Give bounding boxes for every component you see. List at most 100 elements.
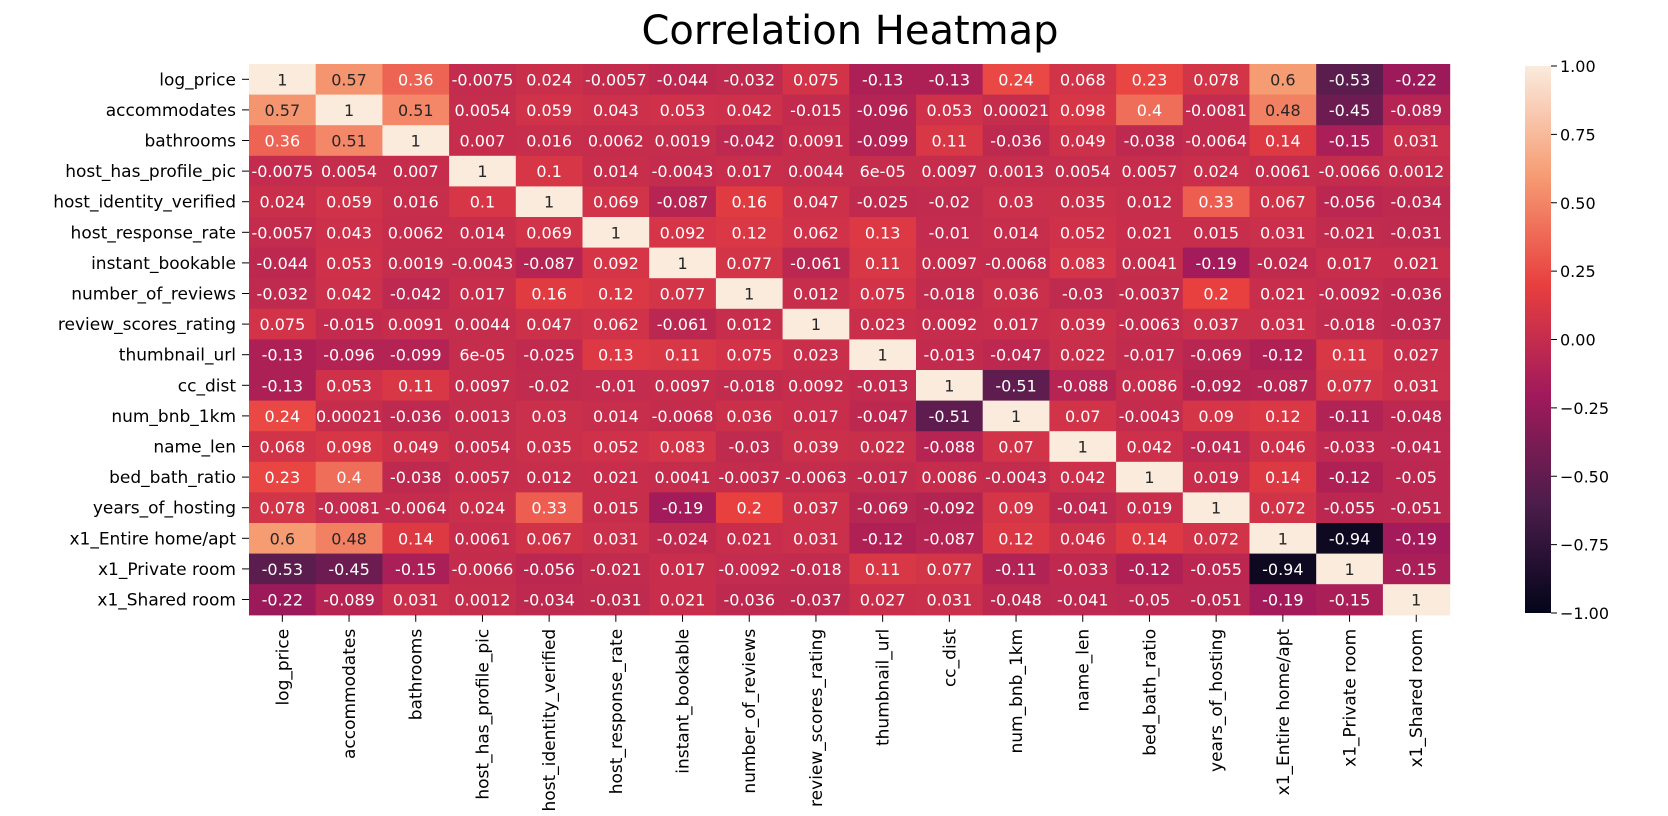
heatmap-cell xyxy=(382,125,450,157)
heatmap-cell xyxy=(449,308,517,340)
heatmap-cell-label: 0.014 xyxy=(593,407,639,426)
heatmap-cell xyxy=(715,94,784,126)
heatmap-cell xyxy=(515,461,584,493)
heatmap-cell-label: -0.53 xyxy=(262,560,303,579)
heatmap-cell-label: 0.023 xyxy=(860,315,906,334)
heatmap-cell-label: -0.0092 xyxy=(1319,285,1381,304)
heatmap-cell xyxy=(782,217,850,249)
heatmap-cell-label: 0.031 xyxy=(1393,376,1439,395)
heatmap-cell-label: 0.11 xyxy=(865,254,901,273)
heatmap-cell xyxy=(1182,523,1251,555)
heatmap-cell-label: 1 xyxy=(1411,591,1421,610)
heatmap-cell xyxy=(1249,217,1317,249)
heatmap-cell-label: 0.021 xyxy=(660,591,706,610)
heatmap-cell xyxy=(1116,94,1184,126)
heatmap-cell-label: 1 xyxy=(611,223,621,242)
y-tick-label: host_has_profile_pic xyxy=(65,162,236,182)
heatmap-cell-label: 0.022 xyxy=(860,438,906,457)
heatmap-cell-label: -0.01 xyxy=(595,376,636,395)
heatmap-cell-label: -0.024 xyxy=(1257,254,1309,273)
heatmap-cell-label: 0.0044 xyxy=(788,162,844,181)
heatmap-cell-label: 0.0092 xyxy=(921,315,977,334)
x-tick-label: number_of_reviews xyxy=(740,629,760,794)
heatmap-cell-label: 0.077 xyxy=(926,560,972,579)
heatmap-cell-label: -0.15 xyxy=(1329,591,1370,610)
heatmap-cell xyxy=(582,247,650,279)
colorbar-tick-labels: 1.00 0.75 0.50 0.25 0.00 −0.25 −0.50 −0.75 −1.00 xyxy=(1551,57,1609,623)
heatmap-cell xyxy=(649,186,717,218)
heatmap-cell-label: -0.036 xyxy=(990,132,1042,151)
heatmap-cell-label: -0.021 xyxy=(1324,223,1376,242)
heatmap-cell-label: 0.031 xyxy=(926,591,972,610)
heatmap-cell xyxy=(1382,247,1451,279)
heatmap-cell-label: 0.017 xyxy=(660,560,706,579)
heatmap-cell xyxy=(916,523,984,555)
heatmap-cell-label: -0.45 xyxy=(1329,101,1370,120)
heatmap-cell-label: -0.042 xyxy=(723,132,775,151)
heatmap-cell xyxy=(1116,339,1184,371)
heatmap-cell xyxy=(649,431,717,463)
heatmap-cell xyxy=(449,492,517,524)
heatmap-cell-label: 0.042 xyxy=(1060,468,1106,487)
heatmap-cell-label: 0.0086 xyxy=(921,468,977,487)
heatmap-cell xyxy=(1249,247,1317,279)
heatmap-cell xyxy=(1316,370,1384,402)
heatmap-cell xyxy=(315,64,383,96)
heatmap-cell-label: -0.0043 xyxy=(985,468,1047,487)
heatmap-cell-label: 0.0041 xyxy=(1121,254,1177,273)
heatmap-cell xyxy=(649,64,717,96)
heatmap-cell-label: 0.57 xyxy=(265,101,301,120)
heatmap-cell xyxy=(782,553,850,585)
heatmap-cell-label: -0.099 xyxy=(390,346,442,365)
heatmap-cell xyxy=(382,339,450,371)
heatmap-cell xyxy=(382,400,450,432)
heatmap-cell-label: -0.051 xyxy=(1190,591,1242,610)
heatmap-cell-label: -0.03 xyxy=(1062,285,1103,304)
heatmap-cell-label: -0.036 xyxy=(390,407,442,426)
heatmap-cell xyxy=(382,308,450,340)
heatmap-cell-label: 0.12 xyxy=(598,285,634,304)
heatmap-cell-label: -0.092 xyxy=(924,499,976,518)
heatmap-cell xyxy=(582,64,650,96)
heatmap-cell xyxy=(1182,492,1251,524)
heatmap-cell-label: 0.031 xyxy=(1393,132,1439,151)
heatmap-cell xyxy=(449,400,517,432)
heatmap-cell-label: 0.14 xyxy=(1132,529,1168,548)
heatmap-cell-label: 0.022 xyxy=(1060,346,1106,365)
heatmap-cell-label: -0.088 xyxy=(924,438,976,457)
heatmap-cell xyxy=(515,247,584,279)
heatmap-cell xyxy=(582,308,650,340)
heatmap-cell-label: -0.032 xyxy=(257,285,309,304)
y-tick-label: log_price xyxy=(159,70,236,90)
heatmap-cell xyxy=(782,186,850,218)
heatmap-cell-label: 0.2 xyxy=(737,499,762,518)
heatmap-cell xyxy=(249,461,317,493)
heatmap-cell-label: -0.069 xyxy=(857,499,909,518)
heatmap-cell-label: 0.023 xyxy=(793,346,839,365)
heatmap-cell xyxy=(1382,94,1451,126)
heatmap-cell xyxy=(1249,461,1317,493)
heatmap-cell xyxy=(782,94,850,126)
heatmap-cell xyxy=(315,339,383,371)
heatmap-cell xyxy=(249,492,317,524)
heatmap-cell-label: 0.052 xyxy=(1060,223,1106,242)
heatmap-cell xyxy=(782,308,850,340)
heatmap-cell xyxy=(782,584,850,616)
heatmap-cell-label: 0.015 xyxy=(593,499,639,518)
heatmap-cell xyxy=(1182,400,1251,432)
heatmap-cell xyxy=(1049,461,1117,493)
heatmap-cell-label: 0.075 xyxy=(793,70,839,89)
heatmap-cell xyxy=(1249,339,1317,371)
colorbar-tick-label: 0.25 xyxy=(1560,262,1596,281)
heatmap-cell xyxy=(982,370,1050,402)
y-tick-label: name_len xyxy=(153,438,236,458)
y-tick-label: bed_bath_ratio xyxy=(109,468,236,488)
heatmap-cell-label: 0.024 xyxy=(460,499,506,518)
heatmap-cell xyxy=(849,461,917,493)
heatmap-cell-label: -0.0043 xyxy=(1119,407,1181,426)
heatmap-cell-label: 0.077 xyxy=(660,285,706,304)
heatmap-cell-label: -0.061 xyxy=(657,315,709,334)
heatmap-cell-label: -0.12 xyxy=(1129,560,1170,579)
heatmap-cell-label: 0.053 xyxy=(926,101,972,120)
heatmap-cell-label: 0.053 xyxy=(326,376,372,395)
